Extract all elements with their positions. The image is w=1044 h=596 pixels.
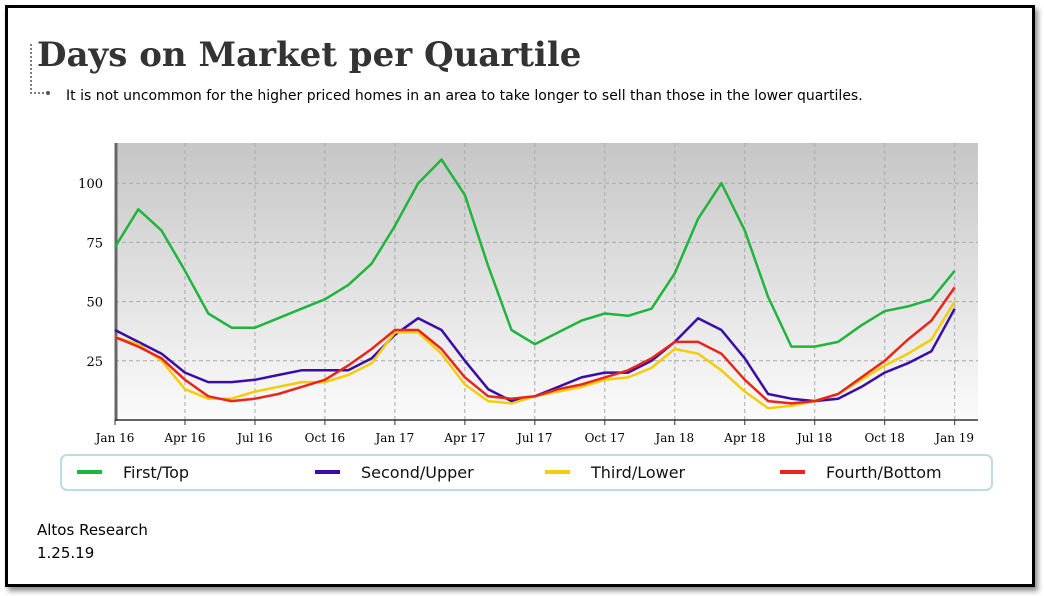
legend-label: First/Top <box>123 463 189 482</box>
subtitle: It is not uncommon for the higher priced… <box>66 88 863 104</box>
legend-items: First/Top Second/Upper Third/Lower Fourth/B… <box>77 463 942 482</box>
series-line <box>114 286 956 405</box>
x-tick-label: Jan 17 <box>374 431 415 445</box>
x-tick-label: Jan 18 <box>653 431 694 445</box>
x-tick-label: Apr 16 <box>163 431 205 445</box>
bracket-dot <box>46 91 50 95</box>
y-tick-label: 100 <box>78 177 103 192</box>
lines <box>113 158 956 410</box>
x-tick-label: Jul 17 <box>515 431 552 445</box>
series-line <box>113 158 956 348</box>
source: Altos Research <box>37 521 148 539</box>
title-bracket <box>30 44 46 94</box>
date-note: 1.25.19 <box>37 544 94 562</box>
legend-label: Third/Lower <box>590 463 686 482</box>
y-tick-label: 50 <box>86 296 103 311</box>
x-tick-label: Oct 17 <box>585 431 625 445</box>
legend-label: Second/Upper <box>361 463 474 482</box>
x-tick-label: Oct 18 <box>864 431 904 445</box>
x-tick-label: Jul 16 <box>235 431 272 445</box>
grid <box>114 143 978 420</box>
legend <box>60 454 993 491</box>
plot-background <box>115 143 978 420</box>
x-tick-label: Jan 16 <box>94 431 135 445</box>
x-tick-label: Apr 18 <box>723 431 765 445</box>
legend-label: Fourth/Bottom <box>826 463 942 482</box>
chart-title: Days on Market per Quartile <box>37 35 581 75</box>
y-tick-label: 25 <box>86 355 103 370</box>
x-tick-label: Oct 16 <box>305 431 345 445</box>
x-tick-label: Jan 19 <box>933 431 974 445</box>
x-tick-label: Jul 18 <box>795 431 832 445</box>
x-tick-label: Apr 17 <box>443 431 485 445</box>
y-tick-label: 75 <box>86 236 103 251</box>
